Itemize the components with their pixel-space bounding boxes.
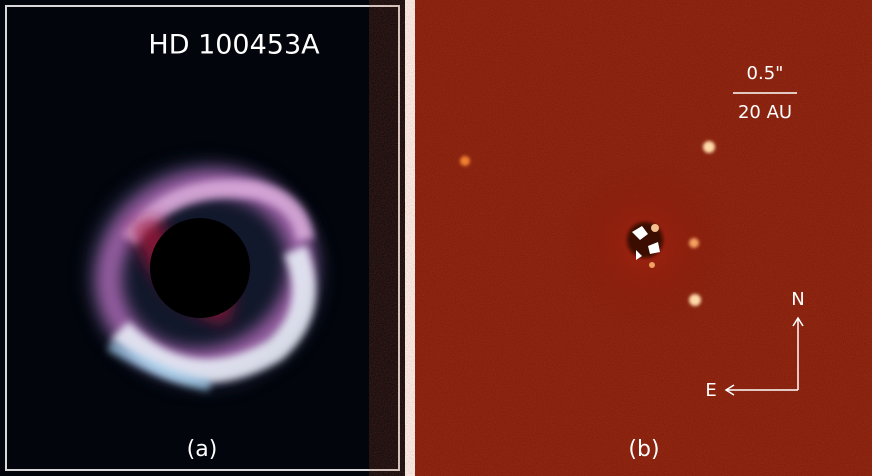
panel-b: 0.5" 20 AU N E (b) (415, 0, 872, 476)
panel-a: HD 100453A (a) (0, 0, 405, 476)
panel-title: HD 100453A (148, 30, 320, 61)
figure: HD 100453A (a) 0.5" 20 AU N E (b (0, 0, 872, 476)
panel-label: (b) (628, 437, 659, 462)
scale-bar-label: 0.5" (747, 63, 784, 84)
compass-east: E (705, 380, 716, 401)
compass-north: N (791, 289, 804, 310)
scale-bar-label: 20 AU (738, 102, 792, 123)
panel-label: (a) (187, 437, 218, 462)
